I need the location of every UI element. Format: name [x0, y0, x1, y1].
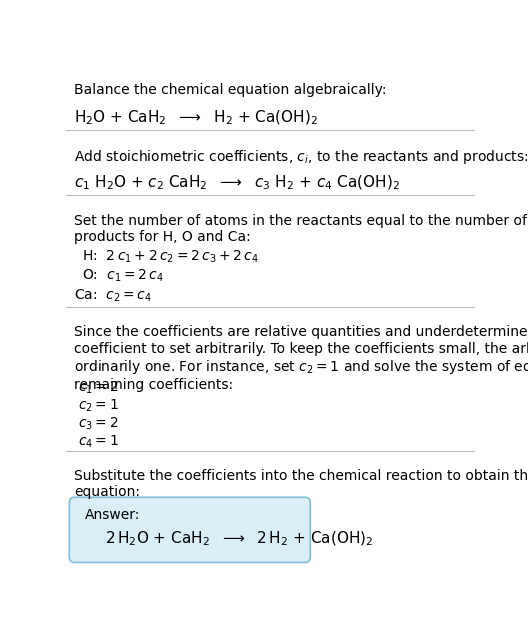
Text: Add stoichiometric coefficients, $c_i$, to the reactants and products:: Add stoichiometric coefficients, $c_i$, …	[74, 149, 528, 166]
Text: $c_1 = 2$: $c_1 = 2$	[78, 380, 119, 396]
Text: Balance the chemical equation algebraically:: Balance the chemical equation algebraica…	[74, 83, 386, 97]
Text: $\mathregular{H_2O}$ + $\mathregular{CaH_2}$  $\longrightarrow$  $\mathregular{H: $\mathregular{H_2O}$ + $\mathregular{CaH…	[74, 109, 318, 127]
Text: H:  $2\,c_1 + 2\,c_2 = 2\,c_3 + 2\,c_4$: H: $2\,c_1 + 2\,c_2 = 2\,c_3 + 2\,c_4$	[81, 248, 259, 265]
Text: $c_2 = 1$: $c_2 = 1$	[78, 398, 119, 415]
Text: $c_1$ $\mathregular{H_2O}$ + $c_2$ $\mathregular{CaH_2}$  $\longrightarrow$  $c_: $c_1$ $\mathregular{H_2O}$ + $c_2$ $\mat…	[74, 174, 400, 192]
FancyBboxPatch shape	[69, 497, 310, 562]
Text: Set the number of atoms in the reactants equal to the number of atoms in the
pro: Set the number of atoms in the reactants…	[74, 214, 528, 244]
Text: Since the coefficients are relative quantities and underdetermined, choose a
coe: Since the coefficients are relative quan…	[74, 325, 528, 392]
Text: $2\,\mathregular{H_2O}$ + $\mathregular{CaH_2}$  $\longrightarrow$  $2\,\mathreg: $2\,\mathregular{H_2O}$ + $\mathregular{…	[105, 530, 373, 549]
Text: Answer:: Answer:	[84, 508, 140, 522]
Text: Ca:  $c_2 = c_4$: Ca: $c_2 = c_4$	[74, 288, 152, 304]
Text: $c_4 = 1$: $c_4 = 1$	[78, 434, 119, 451]
Text: $c_3 = 2$: $c_3 = 2$	[78, 416, 119, 432]
Text: Substitute the coefficients into the chemical reaction to obtain the balanced
eq: Substitute the coefficients into the che…	[74, 469, 528, 499]
Text: O:  $c_1 = 2\,c_4$: O: $c_1 = 2\,c_4$	[81, 268, 164, 284]
